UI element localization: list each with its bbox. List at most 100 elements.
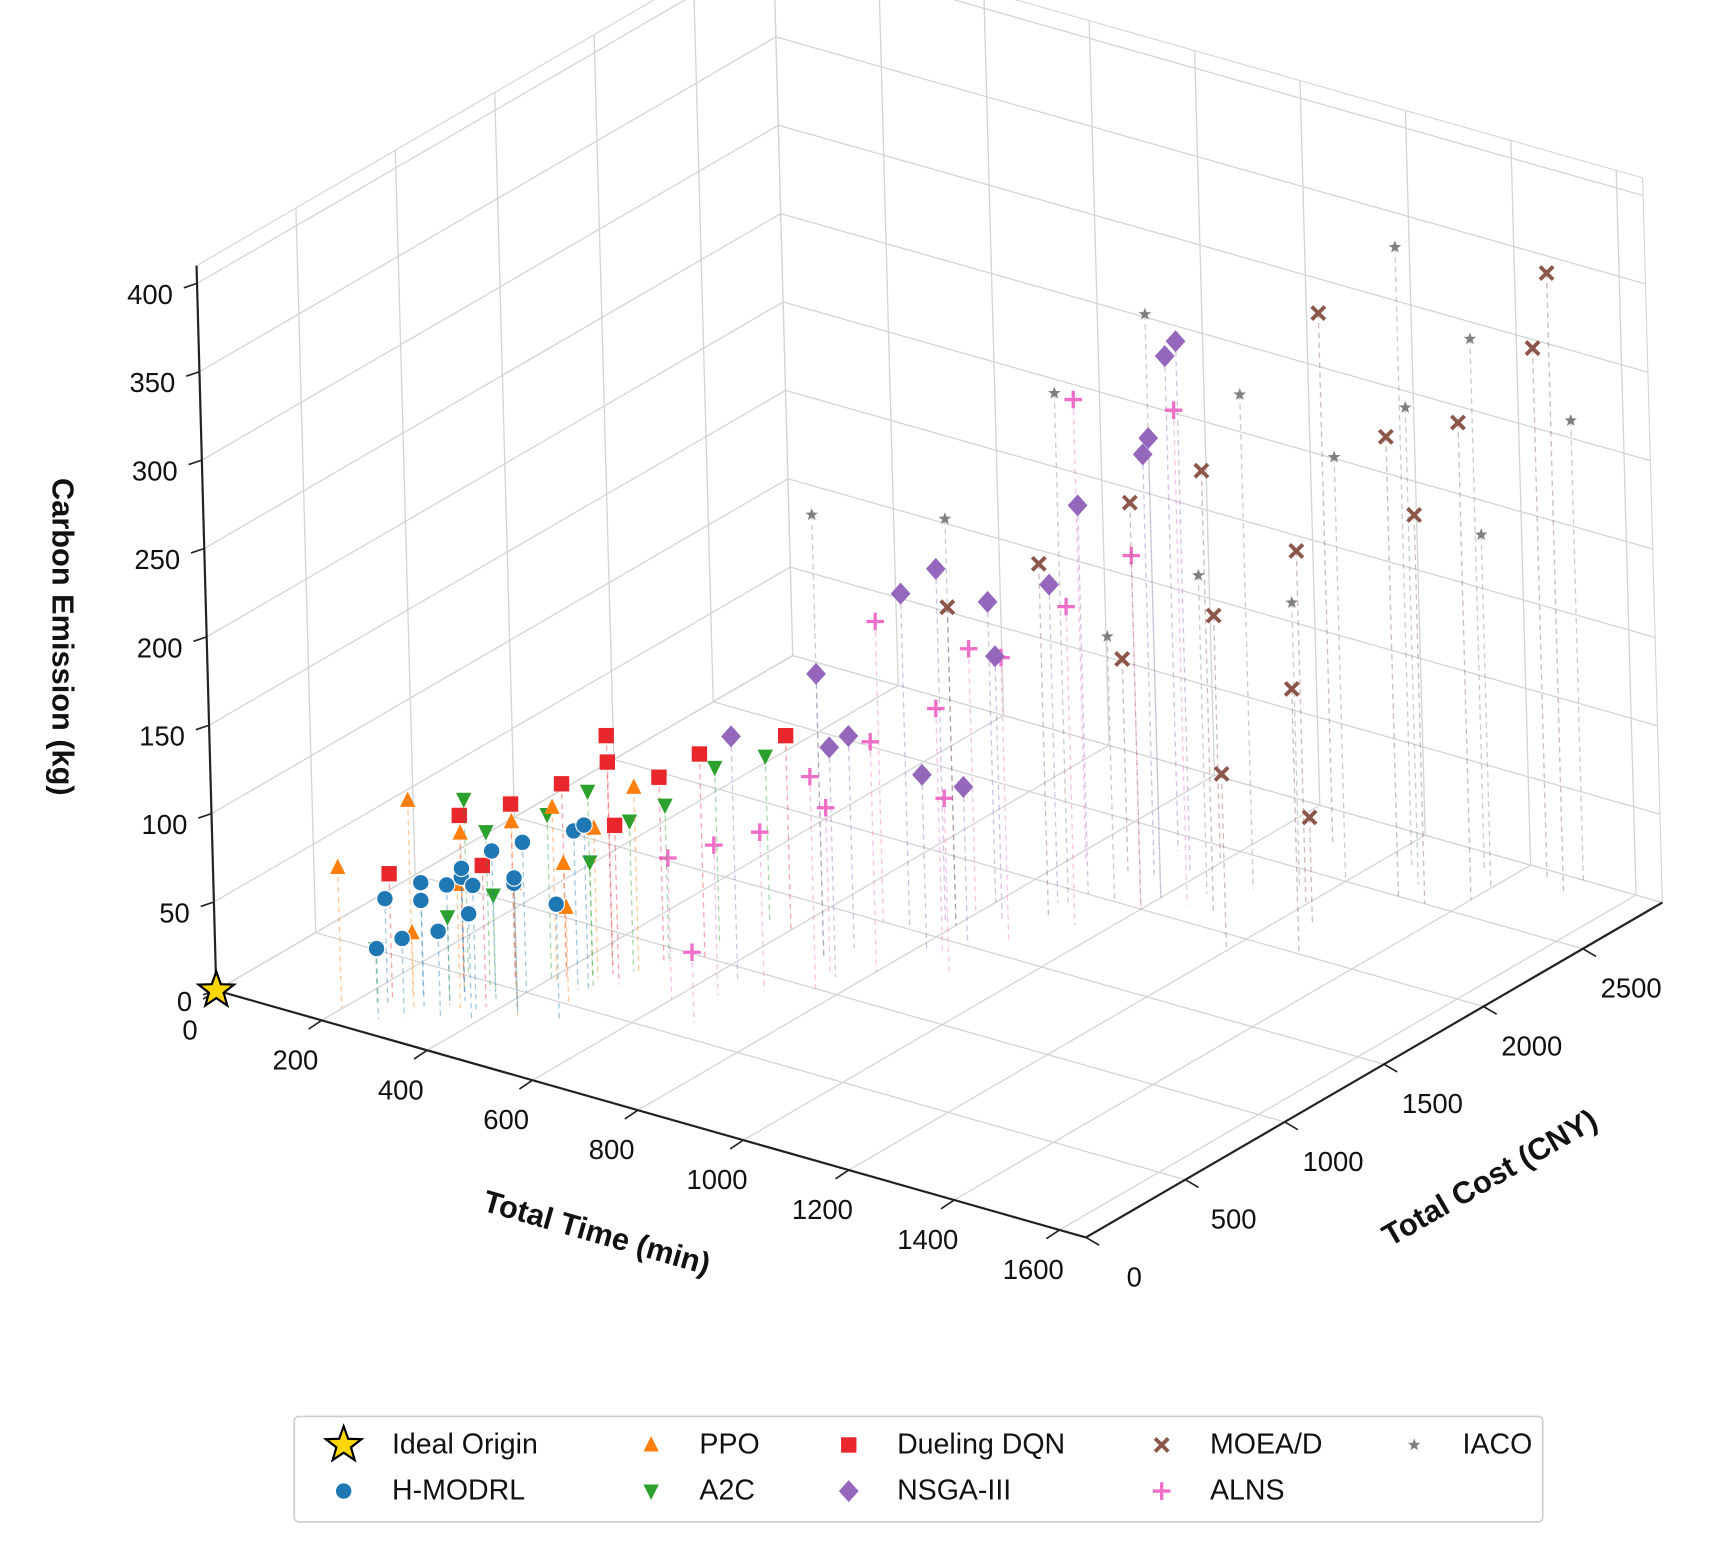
marker-diamond (838, 724, 859, 747)
drop-line (1570, 420, 1584, 881)
drop-line (407, 800, 414, 995)
marker-plus (1057, 597, 1075, 616)
marker-square (606, 817, 623, 834)
marker-triangle (503, 812, 520, 829)
x-tick-label: 1600 (1003, 1254, 1064, 1285)
drop-line (962, 786, 969, 946)
marker-x (1114, 651, 1131, 667)
drop-line (1394, 247, 1413, 866)
drop-line (1197, 575, 1208, 894)
marker-triangle (657, 798, 673, 815)
tick-mark (1045, 1229, 1061, 1240)
z-tick-label: 200 (137, 632, 183, 663)
marker-x (1524, 340, 1541, 357)
drop-line (1385, 436, 1400, 897)
marker-triangle (456, 792, 472, 809)
marker-plus (927, 699, 945, 718)
grid-line (201, 124, 779, 461)
grid-line (494, 92, 516, 818)
marker-triangle (579, 784, 596, 801)
marker-circle (429, 922, 447, 941)
legend-marker (1152, 1482, 1171, 1500)
marker-triangle (626, 778, 642, 794)
drop-line (967, 648, 977, 914)
y-tick-label: 1000 (1302, 1146, 1363, 1177)
marker-star (1101, 629, 1114, 642)
grid-line (790, 566, 1661, 815)
grid-line (1193, 50, 1216, 776)
drop-line (458, 815, 465, 984)
legend-marker (334, 1482, 353, 1500)
y-tick-label: 2000 (1501, 1030, 1562, 1061)
grid-line (321, 684, 899, 1021)
drop-line (589, 861, 594, 986)
tick-mark (518, 1079, 533, 1090)
legend-label: Ideal Origin (392, 1429, 538, 1461)
legend-box (293, 1415, 1544, 1523)
drop-line (460, 868, 466, 1001)
drop-line (481, 865, 487, 1007)
marker-star (1463, 332, 1477, 345)
tick-mark (190, 547, 205, 554)
marker-square (598, 727, 614, 744)
marker-star (1388, 240, 1402, 253)
marker-x (1301, 809, 1318, 826)
z-tick-label: 50 (159, 897, 190, 928)
drop-line (1333, 457, 1347, 882)
drop-line (375, 948, 378, 1002)
drop-line (1291, 602, 1301, 886)
drop-line (445, 884, 451, 1006)
drop-line (420, 882, 425, 1007)
marker-diamond (806, 662, 826, 685)
marker-x (1310, 305, 1327, 321)
marker-star (1327, 450, 1341, 463)
drop-line (492, 895, 497, 1002)
legend-marker (643, 1484, 659, 1500)
tick-mark (624, 1109, 639, 1120)
marker-star (1474, 528, 1488, 541)
grid-line (196, 0, 687, 284)
marker-star (1398, 400, 1412, 413)
marker-square (777, 727, 794, 744)
drop-line (698, 753, 706, 958)
drop-line (420, 900, 425, 998)
marker-plus (816, 798, 835, 817)
z-tick-label: 400 (127, 279, 173, 310)
marker-x (1377, 428, 1394, 445)
drop-line (1239, 394, 1254, 890)
tick-mark (188, 459, 203, 466)
grid-line (213, 566, 791, 903)
marker-x (1283, 681, 1300, 697)
marker-x (1406, 507, 1423, 523)
grid-line (203, 213, 782, 550)
x-axis-label: Total Time (min) (479, 1183, 714, 1281)
grid-line (775, 36, 1646, 285)
marker-triangle (452, 824, 468, 840)
marker-triangle (330, 858, 346, 874)
drop-line (1106, 636, 1116, 902)
x-tick-label: 800 (589, 1134, 635, 1165)
grid-line (532, 744, 1110, 1081)
drop-line (759, 832, 765, 992)
drop-line (1200, 470, 1215, 913)
drop-line (411, 932, 415, 1013)
y-tick-label: 500 (1211, 1204, 1257, 1235)
drop-line (825, 807, 831, 976)
marker-plus (705, 836, 723, 854)
marker-triangle (582, 855, 598, 871)
marker-x (1538, 265, 1555, 281)
marker-x (1205, 607, 1222, 624)
z-tick-label: 0 (177, 986, 192, 1017)
drop-line (764, 756, 771, 925)
drop-line (815, 673, 825, 957)
drop-line (513, 877, 519, 1016)
marker-plus (801, 767, 819, 786)
marker-circle (367, 939, 386, 958)
tick-mark (1582, 948, 1597, 958)
grid-line (211, 478, 789, 815)
marker-circle (513, 833, 532, 852)
grid-line (780, 212, 1651, 462)
drop-line (1053, 393, 1069, 906)
drop-line (1457, 422, 1472, 900)
marker-circle (376, 889, 394, 908)
